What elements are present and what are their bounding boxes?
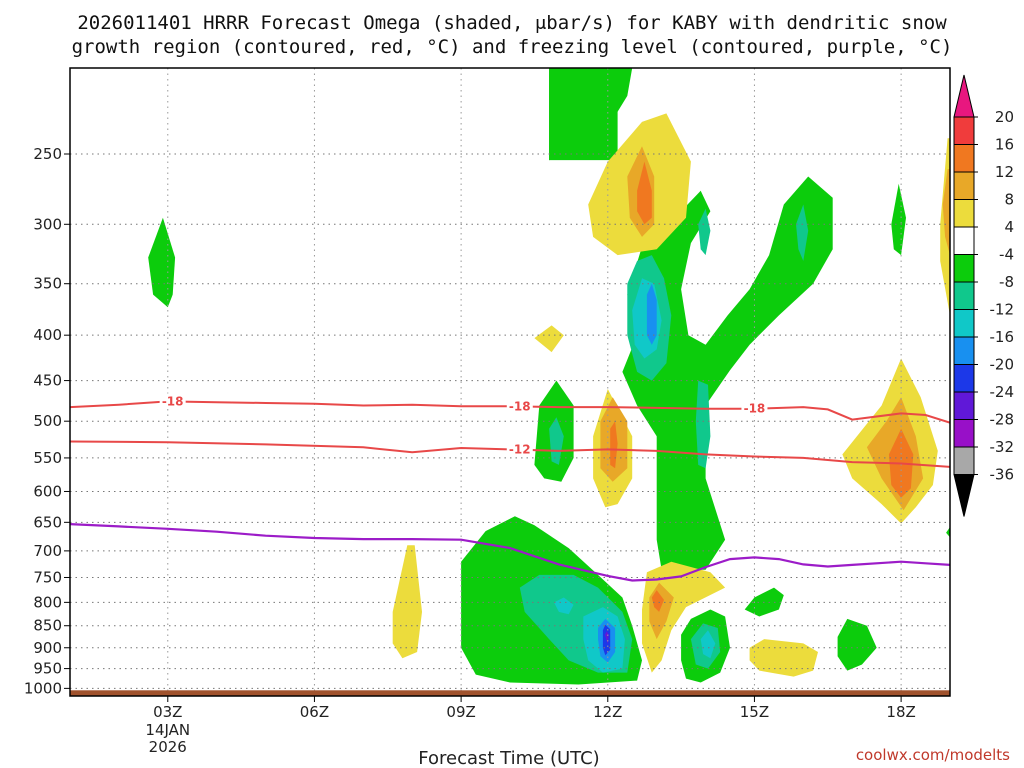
omega-region-neg12 xyxy=(549,417,564,465)
colorbar-tick-label: -12 xyxy=(990,301,1015,319)
x-tick-date-label: 2026 xyxy=(149,738,187,756)
colorbar-tick-label: -28 xyxy=(990,411,1015,429)
y-tick-label: 450 xyxy=(33,372,62,390)
colorbar-tick-label: 12 xyxy=(995,163,1014,181)
omega-region-12 xyxy=(651,590,664,612)
colorbar-tick-label: -32 xyxy=(990,438,1015,456)
omega-region-neg12 xyxy=(695,380,711,469)
colorbar-tick-label: -24 xyxy=(990,383,1015,401)
colorbar-segment xyxy=(953,281,975,310)
omega-region-4 xyxy=(392,545,422,659)
colorbar-tick-label: 8 xyxy=(1004,191,1014,209)
x-tick-label: 12Z xyxy=(593,703,622,721)
omega-region-neg8 xyxy=(946,527,950,538)
y-tick-label: 900 xyxy=(33,639,62,657)
y-tick-label: 700 xyxy=(33,542,62,560)
y-tick-label: 750 xyxy=(33,568,62,586)
contour-label-bg xyxy=(506,441,533,457)
x-tick-label: 06Z xyxy=(300,703,329,721)
y-tick-label: 1000 xyxy=(24,679,62,697)
omega-region-neg16 xyxy=(700,630,716,659)
colorbar-tick-label: 20 xyxy=(995,108,1014,126)
chart-title-line-1: 2026011401 HRRR Forecast Omega (shaded, … xyxy=(77,12,947,34)
colorbar-segment xyxy=(953,144,975,173)
colorbar-segment xyxy=(953,116,975,145)
plot-frame xyxy=(69,67,951,697)
y-tick-label: 600 xyxy=(33,482,62,500)
x-tick-label: 03Z xyxy=(153,703,182,721)
dgz-contour-neg18 xyxy=(70,400,950,424)
colorbar-bottom-arrow xyxy=(953,474,975,517)
colorbar-top-arrow xyxy=(953,74,975,118)
omega-region-neg12 xyxy=(796,204,809,261)
omega-shading-layer xyxy=(148,68,950,685)
colorbar-segment xyxy=(953,364,975,393)
colorbar-segment xyxy=(953,199,975,228)
omega-colorbar: 20 16 12 8 4 -4 -8 -12 -16 -20 -24 -28 -32 -36 xyxy=(953,74,1015,517)
colorbar-tick-label: -8 xyxy=(999,273,1014,291)
colorbar-tick-label: 4 xyxy=(1004,218,1014,236)
dgz-contour-label: -18 xyxy=(509,399,531,413)
colorbar-segment xyxy=(953,446,975,475)
colorbar-segment xyxy=(953,419,975,448)
y-tick-label: 400 xyxy=(33,326,62,344)
dgz-contour-label: -18 xyxy=(744,402,766,416)
pressure-axis: 250 300 350 400 450 500 550 600 650 700 750 800 850 9… xyxy=(24,145,70,697)
dgz-contour-label: -18 xyxy=(162,394,184,408)
freezing-level-contour xyxy=(70,523,950,582)
y-tick-label: 800 xyxy=(33,593,62,611)
colorbar-segment xyxy=(953,254,975,283)
y-tick-label: 550 xyxy=(33,449,62,467)
omega-region-neg20 xyxy=(646,283,657,345)
y-tick-label: 300 xyxy=(33,215,62,233)
y-tick-label: 250 xyxy=(33,145,62,163)
colorbar-segment xyxy=(953,171,975,200)
omega-region-neg8 xyxy=(549,68,633,161)
y-tick-label: 650 xyxy=(33,513,62,531)
x-axis-label: Forecast Time (UTC) xyxy=(418,748,599,768)
colorbar-tick-label: -36 xyxy=(990,466,1015,484)
contour-label-bg xyxy=(741,400,768,416)
x-tick-label: 15Z xyxy=(740,703,769,721)
contour-layer: -18 -18 -18 -12 xyxy=(70,393,950,582)
plot-area: -18 -18 -18 -12 xyxy=(69,67,951,697)
grid-layer xyxy=(70,68,950,696)
y-tick-label: 350 xyxy=(33,275,62,293)
dgz-contour-label: -12 xyxy=(509,443,531,457)
contour-label-bg xyxy=(159,393,186,409)
omega-region-neg8 xyxy=(622,176,833,570)
omega-region-neg8 xyxy=(837,618,877,671)
omega-region-12 xyxy=(610,421,618,469)
colorbar-tick-label: -4 xyxy=(999,246,1014,264)
x-tick-label: 18Z xyxy=(886,703,915,721)
omega-region-neg16 xyxy=(554,597,574,615)
y-tick-label: 850 xyxy=(33,617,62,635)
colorbar-tick-label: 16 xyxy=(995,136,1014,154)
contour-label-bg xyxy=(506,398,533,414)
omega-region-neg12 xyxy=(698,208,711,256)
terrain-surface xyxy=(70,690,950,696)
colorbar-tick-label: -20 xyxy=(990,356,1015,374)
x-tick-label: 09Z xyxy=(446,703,475,721)
credit-link[interactable]: coolwx.com/modelts xyxy=(856,746,1010,764)
dgz-contour-neg12 xyxy=(70,440,950,468)
omega-region-8 xyxy=(942,169,950,256)
colorbar-segment xyxy=(953,336,975,365)
colorbar-tick-label: -16 xyxy=(990,328,1015,346)
chart-title-line-2: growth region (contoured, red, °C) and f… xyxy=(72,36,953,58)
omega-region-4 xyxy=(534,325,564,353)
omega-region-neg8 xyxy=(891,183,906,256)
omega-region-12 xyxy=(637,161,652,225)
colorbar-segment xyxy=(953,226,975,255)
x-tick-date-label: 14JAN xyxy=(145,721,190,739)
colorbar-segment xyxy=(953,309,975,338)
y-tick-label: 500 xyxy=(33,412,62,430)
omega-region-neg8 xyxy=(148,217,176,308)
omega-region-4 xyxy=(749,639,818,677)
y-tick-label: 950 xyxy=(33,660,62,678)
colorbar-segment xyxy=(953,391,975,420)
